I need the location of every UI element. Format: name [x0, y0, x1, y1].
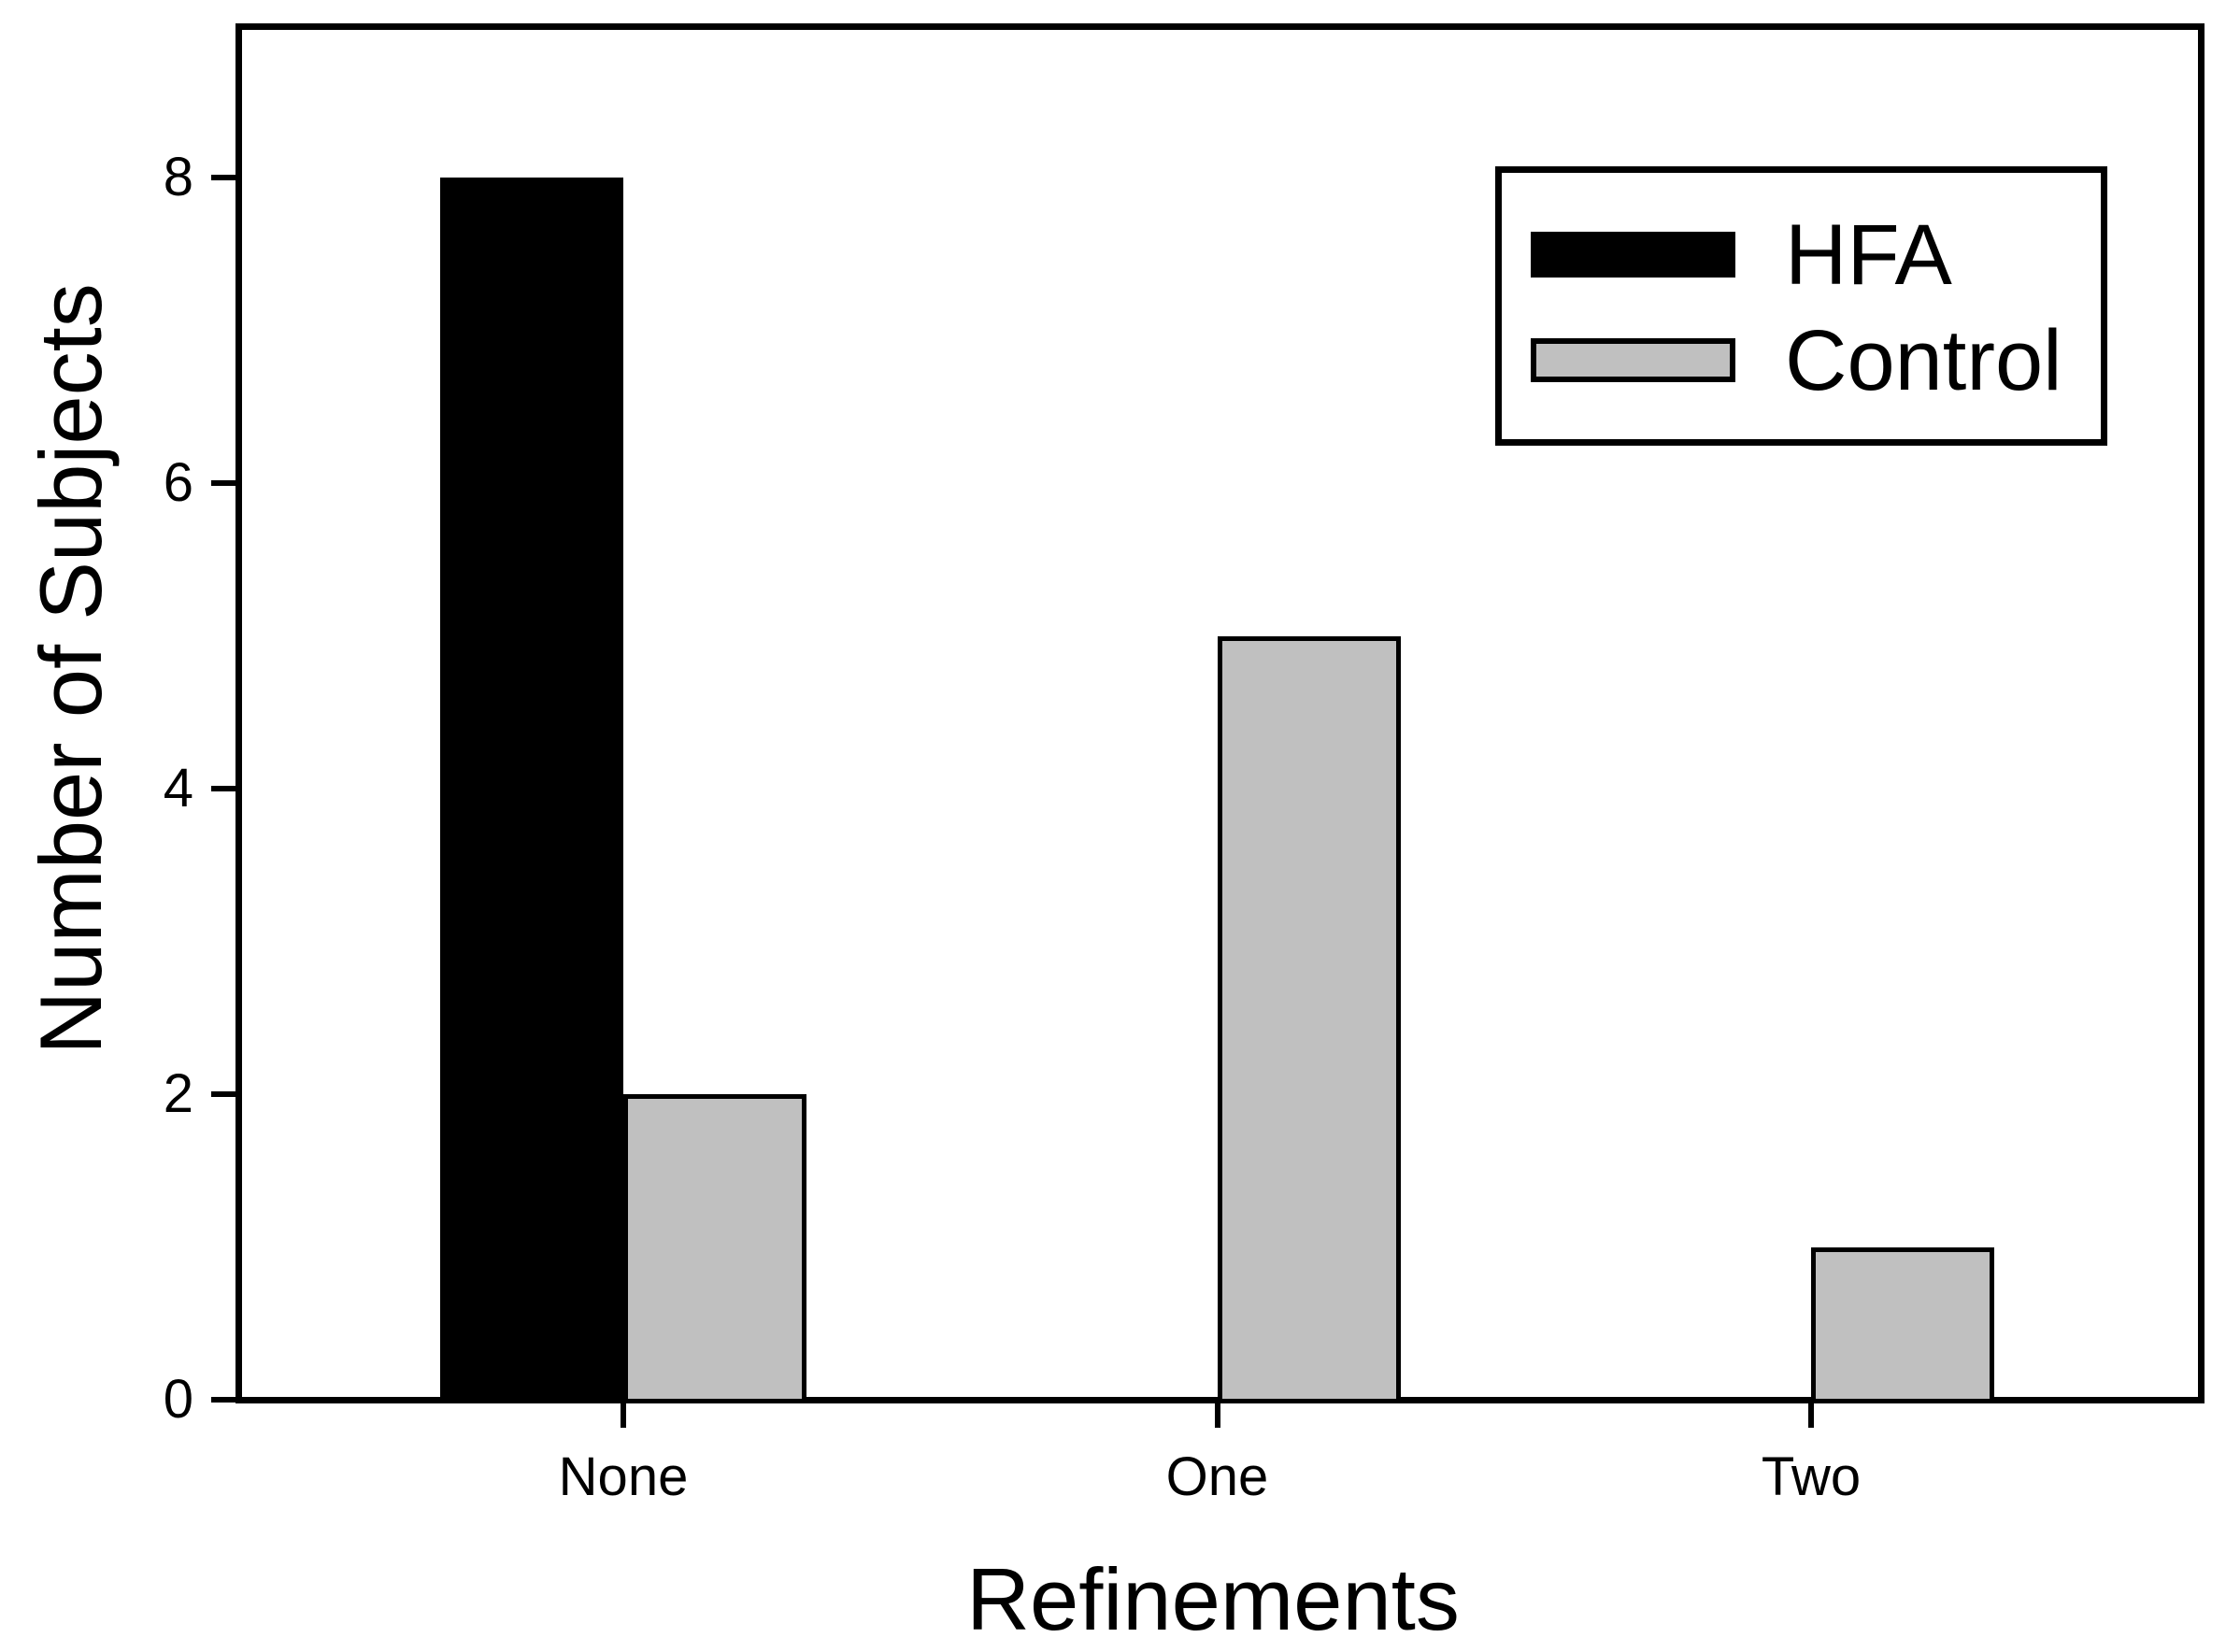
y-tick-6: [211, 480, 235, 486]
x-tick-one: [1214, 1403, 1220, 1428]
x-tick-none: [621, 1403, 626, 1428]
y-tick-label-0: 0: [163, 1369, 193, 1430]
x-axis-title: Refinements: [966, 1550, 1460, 1648]
bar-control-one: [1217, 635, 1401, 1403]
bar-hfa-none: [440, 178, 623, 1403]
y-tick-4: [211, 786, 235, 791]
y-tick-label-8: 8: [163, 147, 193, 207]
x-tick-label-two: Two: [1761, 1446, 1862, 1507]
legend-swatch-control: [1531, 338, 1735, 382]
legend-swatch-hfa: [1531, 232, 1735, 278]
y-tick-2: [211, 1091, 235, 1097]
y-tick-8: [211, 175, 235, 180]
x-tick-label-one: One: [1165, 1446, 1269, 1507]
y-tick-label-6: 6: [163, 452, 193, 513]
y-axis-title: Number of Subjects: [21, 283, 120, 1055]
legend-box: HFA Control: [1495, 166, 2107, 446]
legend-label-control: Control: [1785, 313, 2062, 408]
legend-label-hfa: HFA: [1785, 207, 1952, 303]
x-tick-two: [1808, 1403, 1814, 1428]
x-tick-label-none: None: [558, 1446, 689, 1507]
bar-control-none: [623, 1094, 806, 1403]
y-tick-label-2: 2: [163, 1063, 193, 1124]
y-tick-label-4: 4: [163, 758, 193, 819]
bar-control-two: [1811, 1246, 1994, 1403]
y-tick-0: [211, 1397, 235, 1403]
